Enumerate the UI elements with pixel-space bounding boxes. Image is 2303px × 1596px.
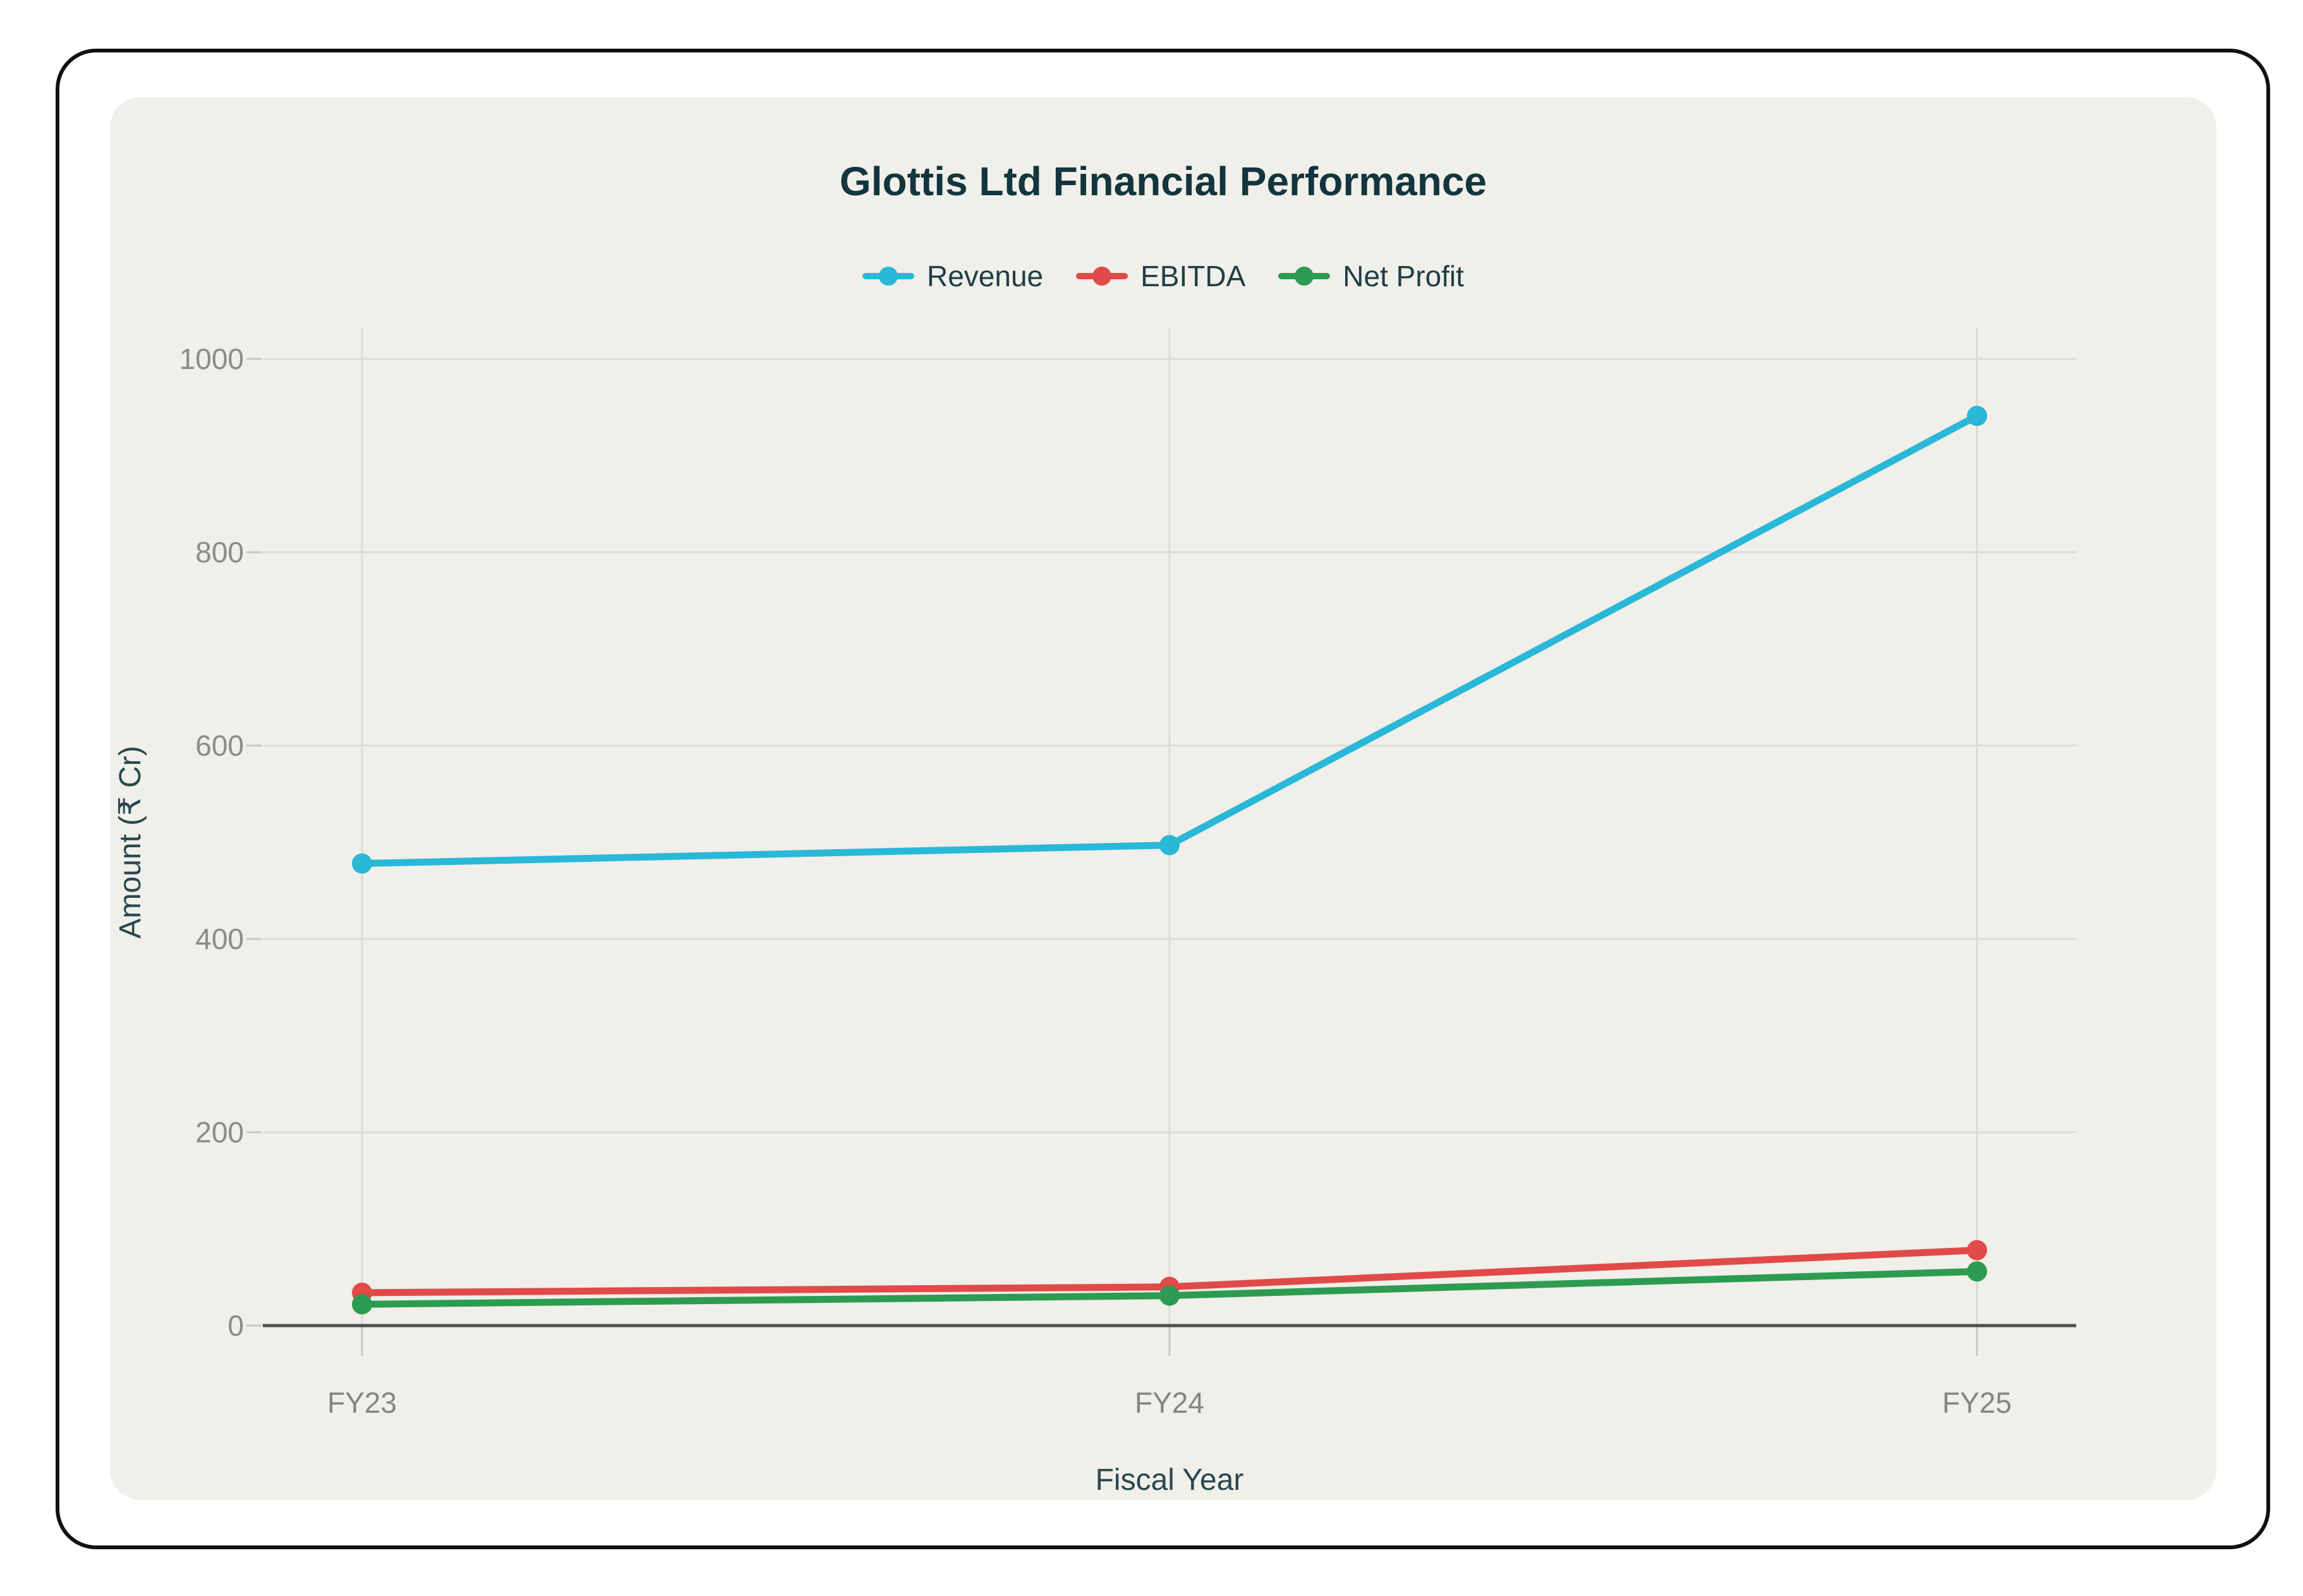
- legend-item-ebitda[interactable]: EBITDA: [1076, 259, 1245, 293]
- x-tick-label-fy23: FY23: [327, 1386, 397, 1419]
- x-axis-title: Fiscal Year: [1096, 1463, 1244, 1497]
- line-chart-plot: 0 200 400 600 800 1000 FY23 FY24 FY25 Fiscal Year…: [114, 328, 2076, 1497]
- data-point-net-profit-fy25[interactable]: [1967, 1261, 1987, 1282]
- x-tick-label-fy25: FY25: [1942, 1386, 2012, 1419]
- data-point-revenue-fy24[interactable]: [1159, 835, 1180, 855]
- legend-marker-icon: [1076, 265, 1128, 287]
- data-point-ebitda-fy25[interactable]: [1967, 1240, 1987, 1260]
- y-tick-label-400: 400: [195, 922, 244, 955]
- y-tick-label-200: 200: [195, 1116, 244, 1149]
- data-point-net-profit-fy23[interactable]: [352, 1294, 372, 1315]
- data-point-revenue-fy23[interactable]: [352, 853, 372, 874]
- legend-label: Net Profit: [1343, 260, 1465, 293]
- legend-item-revenue[interactable]: Revenue: [862, 259, 1043, 293]
- legend-item-net-profit[interactable]: Net Profit: [1278, 259, 1464, 293]
- legend-marker-icon: [1278, 265, 1331, 287]
- legend-marker-icon: [862, 265, 914, 287]
- data-point-revenue-fy25[interactable]: [1967, 406, 1987, 426]
- y-axis-title: Amount (₹ Cr): [114, 746, 147, 938]
- legend-label: EBITDA: [1140, 260, 1246, 293]
- x-tick-label-fy24: FY24: [1135, 1386, 1204, 1419]
- y-tick-label-0: 0: [227, 1309, 244, 1342]
- chart-title: Glottis Ltd Financial Performance: [839, 159, 1487, 204]
- data-point-net-profit-fy24[interactable]: [1159, 1285, 1180, 1306]
- y-tick-label-600: 600: [195, 729, 244, 762]
- chart-legend: Revenue EBITDA Net Profit: [110, 259, 2216, 293]
- y-tick-label-1000: 1000: [179, 342, 244, 375]
- chart-card: Glottis Ltd Financial Performance Revenu…: [110, 97, 2216, 1500]
- y-tick-label-800: 800: [195, 536, 244, 569]
- legend-label: Revenue: [926, 260, 1044, 293]
- outer-frame: Glottis Ltd Financial Performance Revenu…: [56, 49, 2270, 1549]
